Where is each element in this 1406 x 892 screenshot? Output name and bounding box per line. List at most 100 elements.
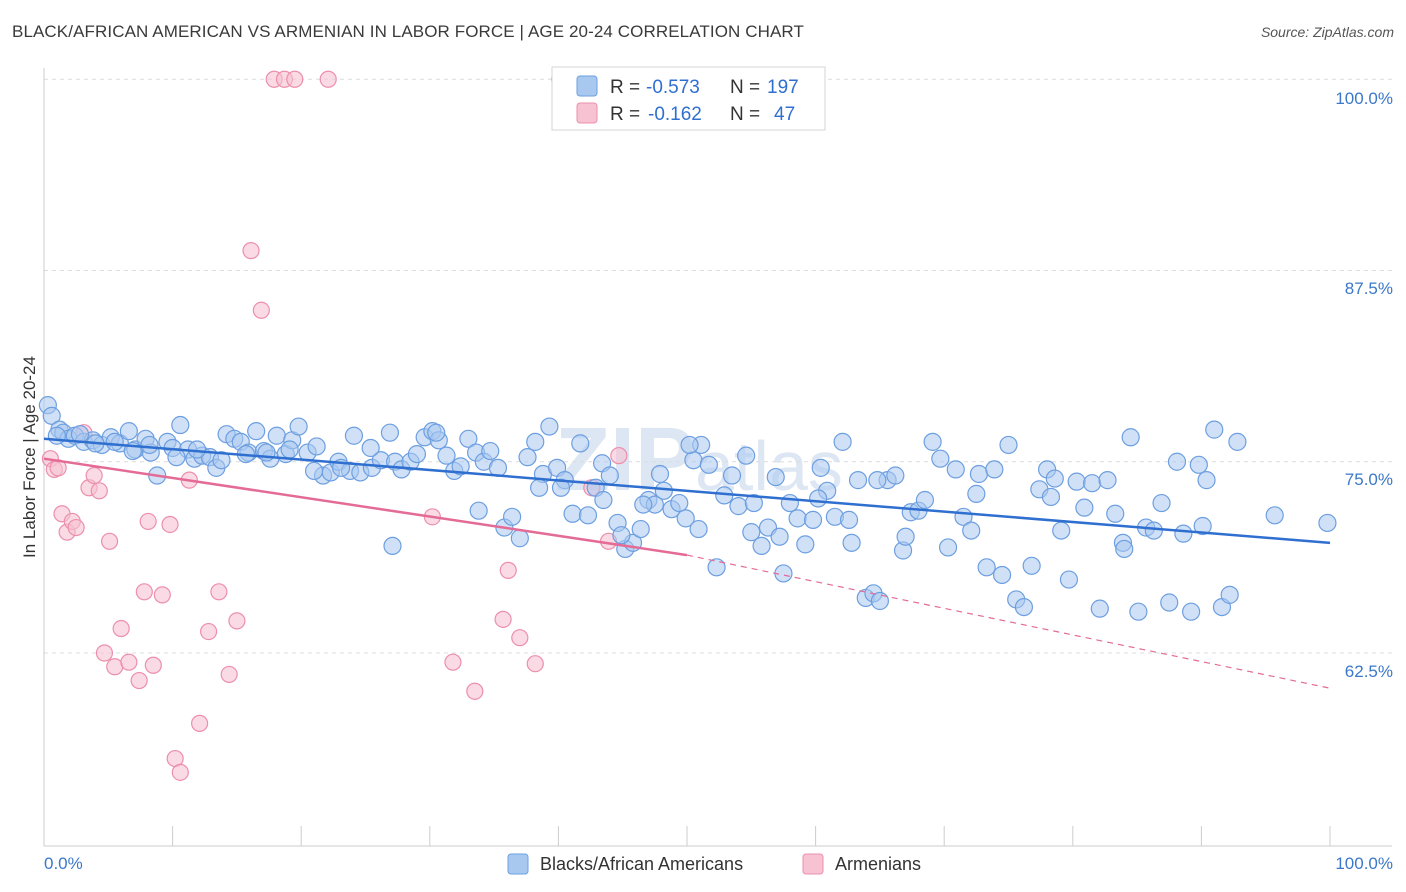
blacks-point (1090, 599, 1109, 618)
blacks-point (1059, 570, 1079, 589)
blacks-point (247, 422, 266, 441)
blacks-point (1082, 474, 1102, 493)
blacks-point (946, 460, 965, 479)
blacks-point (578, 506, 598, 525)
legend-blue-n-value: 197 (767, 77, 799, 98)
blacks-point (634, 495, 653, 514)
blacks-point (742, 523, 761, 542)
blacks-point (510, 529, 529, 548)
blacks-point (530, 478, 549, 497)
blacks-point (833, 432, 852, 451)
blacks-point (563, 504, 582, 523)
blacks-point (915, 490, 935, 510)
blacks-point (729, 497, 748, 516)
armenians-point (286, 70, 304, 88)
blacks-point (650, 464, 670, 484)
armenians-point (135, 583, 153, 601)
blacks-point (1098, 471, 1117, 490)
y-tick-87-5: 87.5% (1345, 279, 1393, 298)
blacks-point (594, 490, 613, 510)
blacks-point (967, 484, 986, 503)
blacks-point (600, 466, 619, 485)
blacks-point (140, 435, 159, 455)
blacks-trend-line (43, 437, 1331, 545)
blacks-point (1067, 472, 1086, 491)
armenians-point (85, 466, 103, 485)
blacks-point (676, 509, 695, 528)
blacks-point (923, 432, 942, 451)
armenians-point (171, 763, 189, 781)
armenians-point (90, 482, 108, 500)
blacks-point (744, 493, 763, 513)
blacks-point (1022, 556, 1041, 575)
legend-pink-swatch (576, 102, 598, 124)
blacks-point (684, 451, 703, 470)
blacks-point (796, 535, 815, 554)
blacks-point (689, 519, 708, 539)
blacks-point (42, 406, 61, 425)
blacks-point (437, 446, 456, 465)
blacks-point (459, 429, 478, 448)
blacks-point (551, 478, 571, 497)
blacks-point (1167, 452, 1187, 471)
blacks-point (1075, 498, 1094, 517)
bottom-legend-blue-label: Blacks/African Americans (540, 854, 743, 874)
legend-pink-r-label: R = (610, 104, 640, 125)
stats-legend: R = -0.573 N = 197 R = -0.162 N = 47 (551, 66, 826, 131)
blacks-point (1041, 487, 1061, 507)
source-credit: Source: ZipAtlas.com (1260, 24, 1394, 40)
bottom-legend-pink-swatch (802, 853, 824, 875)
x-tick-100: 100.0% (1335, 854, 1393, 873)
blacks-point (766, 467, 785, 487)
blacks-point (985, 460, 1004, 479)
blacks-point (344, 426, 364, 445)
blacks-point (707, 558, 726, 577)
blacks-point (977, 558, 996, 577)
legend-pink-n-label: N = (730, 104, 760, 125)
armenians-points (41, 70, 628, 781)
armenians-point (67, 518, 85, 537)
y-tick-75: 75.0% (1345, 470, 1393, 489)
blacks-point (896, 527, 915, 546)
legend-blue-r-label: R = (610, 77, 640, 98)
blacks-point (1106, 504, 1125, 523)
armenians-point (139, 512, 157, 531)
blacks-point (451, 457, 470, 476)
x-tick-0: 0.0% (44, 854, 83, 873)
chart-title: BLACK/AFRICAN AMERICAN VS ARMENIAN IN LA… (12, 22, 804, 41)
legend-blue-n-label: N = (730, 77, 760, 98)
blacks-point (1160, 593, 1179, 612)
legend-blue-swatch (576, 75, 598, 97)
blacks-point (969, 464, 989, 484)
armenians-point (220, 665, 238, 684)
blacks-point (780, 493, 799, 513)
armenians-point (494, 610, 512, 628)
blacks-point (962, 521, 981, 540)
blacks-point (654, 481, 673, 500)
blacks-point (848, 471, 868, 490)
blacks-point (938, 538, 958, 557)
blacks-point (1152, 493, 1171, 513)
blacks-point (526, 432, 545, 451)
blacks-point (383, 536, 402, 556)
blacks-point (1045, 469, 1064, 488)
blacks-point (752, 536, 771, 556)
y-tick-62-5: 62.5% (1345, 662, 1393, 681)
blacks-point (518, 448, 537, 467)
blacks-point (1121, 428, 1140, 447)
blacks-point (380, 423, 400, 442)
armenians-point (444, 653, 462, 671)
blacks-point (361, 438, 380, 458)
blacks-point (680, 435, 699, 455)
armenians-point (153, 586, 171, 604)
blacks-point (47, 426, 66, 445)
blacks-point (571, 434, 590, 453)
bottom-legend: Blacks/African Americans Armenians (507, 853, 921, 875)
blacks-point (886, 466, 905, 485)
blacks-point (1228, 432, 1247, 451)
y-axis-label: In Labor Force | Age 20-24 (20, 356, 39, 558)
blacks-point (1197, 471, 1216, 490)
armenians-point (95, 644, 114, 662)
blacks-point (1318, 513, 1337, 533)
blacks-point (612, 526, 631, 545)
